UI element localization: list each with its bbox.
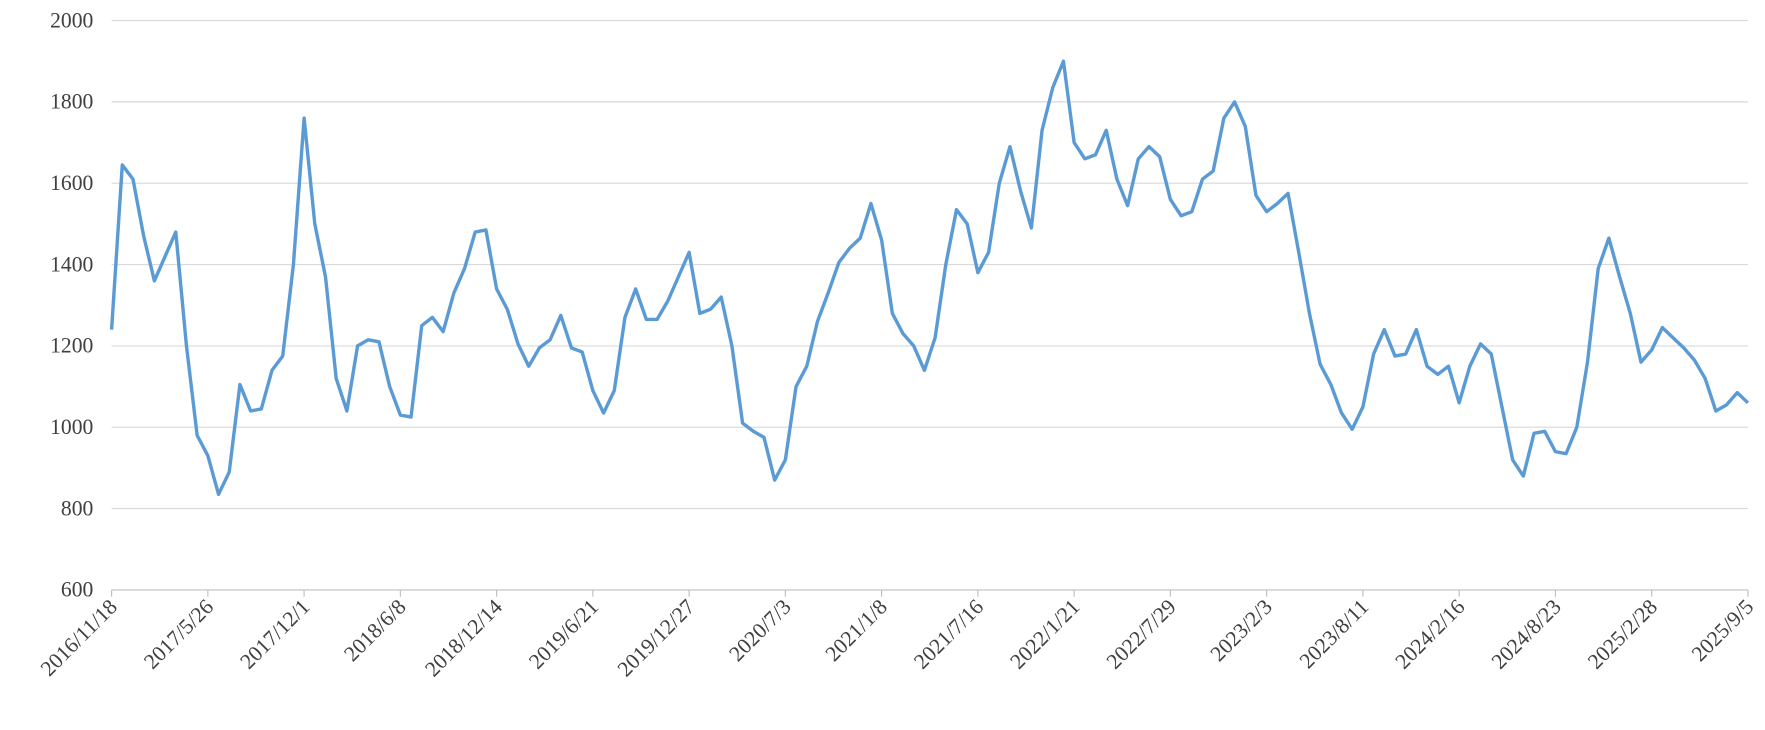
x-tick-label: 2024/2/16 — [1391, 595, 1470, 674]
x-tick-label: 2022/7/29 — [1102, 595, 1181, 674]
x-tick-label: 2021/7/16 — [909, 595, 988, 674]
x-tick-label: 2021/1/8 — [821, 595, 892, 666]
y-tick-label: 1200 — [50, 334, 93, 358]
y-tick-label: 1600 — [50, 171, 93, 195]
data-line — [109, 59, 1750, 497]
x-tick-label: 2022/1/21 — [1006, 595, 1085, 674]
y-tick-label: 600 — [61, 578, 93, 602]
x-tick-label: 2019/12/27 — [613, 595, 700, 682]
y-tick-label: 1000 — [50, 415, 93, 439]
y-tick-label: 2000 — [50, 8, 93, 32]
x-tick-label: 2023/8/11 — [1295, 595, 1373, 673]
x-tick-label: 2016/11/18 — [36, 595, 122, 681]
y-tick-label: 1400 — [50, 252, 93, 276]
x-tick-label: 2019/6/21 — [524, 595, 603, 674]
x-tick-label: 2020/7/3 — [724, 595, 795, 666]
x-tick-label: 2017/12/1 — [235, 595, 314, 674]
x-tick-label: 2018/12/14 — [420, 595, 507, 682]
x-tick-label: 2025/2/28 — [1583, 595, 1662, 674]
y-tick-label: 1800 — [50, 90, 93, 114]
y-tick-label: 800 — [61, 496, 93, 520]
x-tick-label: 2023/2/3 — [1206, 595, 1277, 666]
x-tick-label: 2017/5/26 — [139, 595, 218, 674]
x-tick-label: 2025/9/5 — [1687, 595, 1758, 666]
x-tick-label: 2024/8/23 — [1487, 595, 1566, 674]
x-tick-label: 2018/6/8 — [339, 595, 410, 666]
